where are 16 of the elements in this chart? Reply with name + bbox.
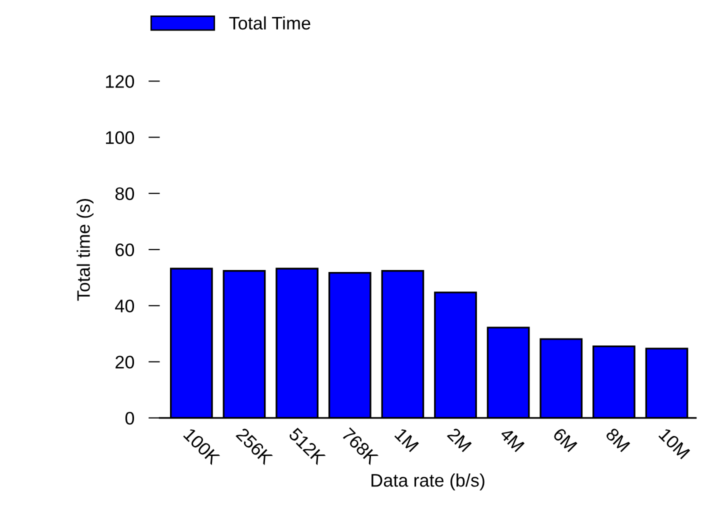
x-tick-label: 1M [394, 428, 419, 452]
y-tick-label: 0 [125, 412, 134, 425]
y-tick-label: 40 [115, 300, 134, 312]
y-tick-label: 100 [106, 131, 134, 144]
y-tick-label: 60 [116, 243, 134, 256]
x-tick-label: 6M [552, 427, 578, 452]
y-tick-label: 120 [106, 75, 134, 88]
x-axis-title: Data rate (b/s) [372, 474, 484, 490]
y-tick-label: 80 [115, 187, 134, 200]
legend-label: Total Time [229, 16, 310, 30]
x-tick-label: 4M [499, 427, 525, 452]
y-axis-title: Total time (s) [76, 198, 94, 301]
x-tick-label: 10M [658, 428, 690, 460]
y-tick-label: 20 [116, 356, 134, 369]
x-tick-label: 8M [605, 427, 630, 452]
x-tick-label: 2M [446, 427, 472, 452]
